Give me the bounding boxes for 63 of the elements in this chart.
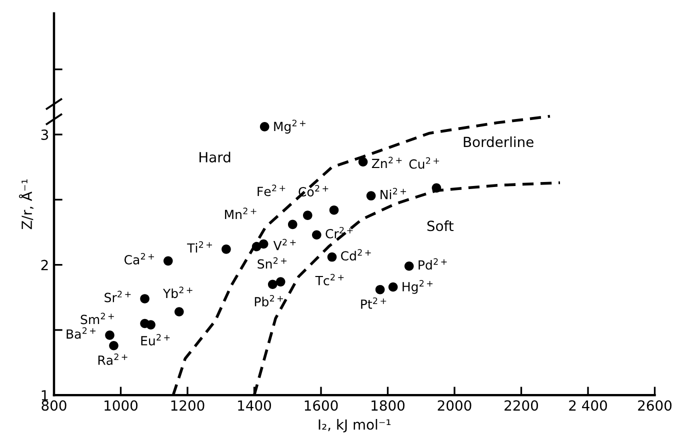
x-tick-label: 2000 [438, 400, 472, 411]
x-tick-label: 2200 [504, 400, 538, 411]
annotation: Sn$^{2+}$ [258, 257, 287, 269]
point [327, 252, 337, 262]
point [404, 261, 414, 271]
annotation: Hard [200, 152, 230, 162]
annotation: Mn$^{2+}$ [225, 208, 256, 219]
x-axis-title: I₂, kJ mol⁻¹ [318, 419, 391, 432]
point [288, 220, 298, 230]
annotation: Yb$^{2+}$ [162, 286, 192, 298]
annotation: Ti$^{2+}$ [187, 241, 212, 253]
point [222, 244, 231, 254]
annotation: Sr$^{2+}$ [104, 290, 131, 302]
annotation: Soft [427, 220, 454, 232]
annotation: V$^{2+}$ [273, 238, 296, 250]
annotation: Mg$^{2+}$ [274, 120, 306, 134]
point [432, 183, 442, 193]
x-tick-label: 1800 [372, 400, 404, 411]
y-tick-label: 3 [41, 129, 48, 140]
point [146, 320, 156, 330]
annotation: Pb$^{2+}$ [254, 295, 283, 306]
x-tick-label: 800 [42, 400, 66, 411]
x-tick-label: 2 400 [569, 400, 607, 411]
annotation: Sm$^{2+}$ [80, 312, 114, 324]
point [302, 210, 312, 220]
point [174, 307, 184, 316]
annotation: Zn$^{2+}$ [372, 156, 402, 168]
annotation: Ra$^{2+}$ [98, 353, 128, 365]
point [329, 205, 339, 215]
annotation: Cd$^{2+}$ [341, 249, 371, 261]
x-tick-label: 1400 [238, 400, 271, 411]
annotation: Pt$^{2+}$ [361, 297, 386, 309]
annotation: Ba$^{2+}$ [66, 327, 96, 339]
point [252, 242, 262, 252]
annotation: Cr$^{2+}$ [326, 226, 353, 238]
y-tick-label: 1 [42, 390, 48, 400]
annotation: Pd$^{2+}$ [418, 258, 447, 270]
point [105, 330, 114, 340]
point [375, 284, 385, 294]
annotation: Tc$^{2+}$ [315, 274, 344, 286]
point [366, 191, 376, 200]
point [276, 277, 286, 286]
point [268, 280, 278, 290]
point [388, 282, 398, 292]
point [312, 230, 322, 240]
annotation: Hg$^{2+}$ [402, 280, 433, 294]
point [140, 294, 150, 304]
annotation: Borderline [464, 136, 534, 148]
point [358, 157, 368, 167]
y-tick-label: 2 [41, 260, 48, 270]
point [260, 122, 270, 132]
point [163, 256, 173, 266]
x-tick-label: 1600 [304, 400, 338, 411]
annotation: Fe$^{2+}$ [258, 184, 286, 196]
point [109, 340, 118, 350]
y-axis-title: Z/r, Å⁻¹ [18, 179, 34, 230]
annotation: Cu$^{2+}$ [409, 157, 440, 169]
annotation: Eu$^{2+}$ [141, 334, 170, 346]
x-tick-label: 1000 [104, 400, 138, 411]
annotation: Ca$^{2+}$ [124, 253, 154, 264]
annotation: Ni$^{2+}$ [380, 188, 406, 200]
x-tick-label: 1200 [171, 400, 204, 411]
x-tick-label: 2600 [638, 400, 672, 411]
